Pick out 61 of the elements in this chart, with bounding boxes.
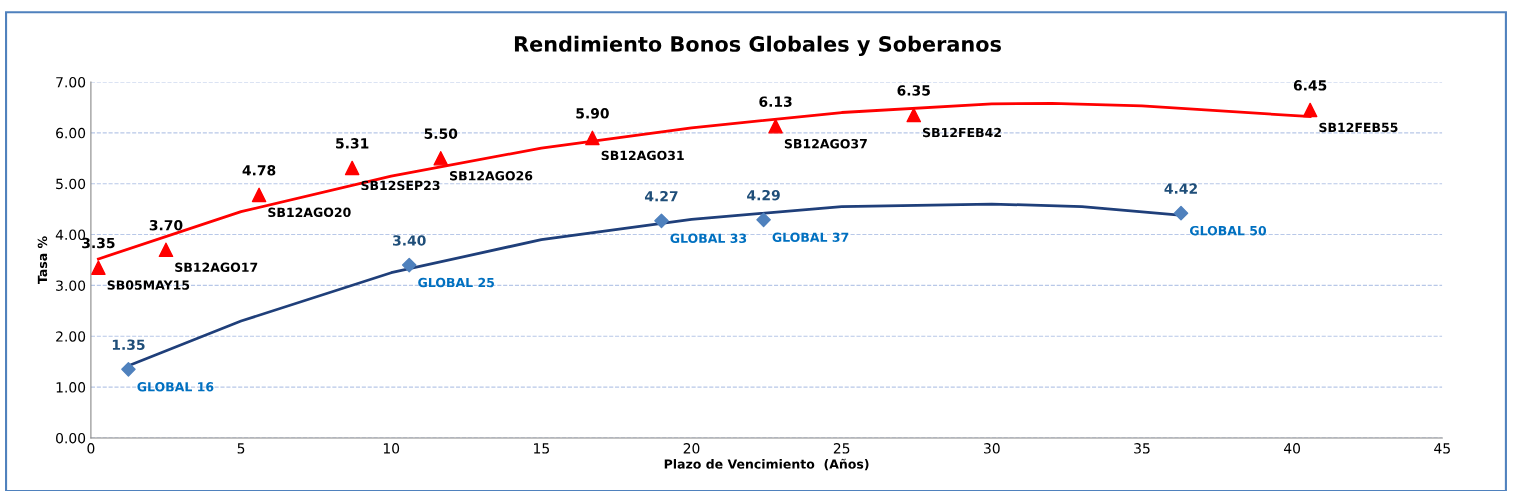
data-label: 6.35 [897,85,930,96]
x-tick-label: 15 [534,443,549,454]
chart-title: Rendimiento Bonos Globales y Soberanos [514,35,1001,57]
annotation: SB12AGO20 [268,207,351,218]
annotation: SB12AGO17 [175,262,258,272]
data-label: 4.29 [747,189,780,201]
x-tick-label: 45 [1434,443,1450,454]
x-tick-label: 25 [833,443,850,454]
data-label: 5.31 [336,138,369,149]
annotation: SB12SEP23 [361,180,440,191]
y-axis-title: Tasa % [37,236,48,284]
x-tick-label: 35 [1134,443,1150,454]
point [251,187,267,203]
data-label: 3.40 [393,235,426,246]
point [91,260,106,275]
y-tick-label: 1.00 [56,382,86,393]
x-tick-label: 30 [984,443,1000,454]
data-label: 4.27 [644,190,678,202]
point [756,212,771,228]
data-label: 6.45 [1293,80,1327,91]
annotation: SB05MAY15 [107,280,190,290]
point [121,362,136,377]
point [1302,102,1318,118]
point [158,242,174,258]
annotation: SB12AGO26 [449,171,533,181]
data-label: 3.70 [149,219,183,231]
annotation: GLOBAL 50 [1189,225,1267,236]
data-label: 5.50 [424,128,458,139]
x-tick-label: 40 [1283,443,1301,454]
point [768,118,783,134]
data-label: 4.78 [242,165,276,176]
annotation: SB12AGO31 [601,150,684,161]
x-axis-title: Plazo de Vencimiento (Años) [664,458,869,471]
annotation: GLOBAL 16 [137,382,214,392]
point [401,257,417,273]
annotation: GLOBAL 37 [772,232,849,242]
point [344,160,360,176]
data-label: 1.35 [112,339,145,350]
data-label: 5.90 [576,108,609,119]
y-tick-label: 3.00 [56,280,86,291]
x-tick-label: 5 [237,443,245,454]
data-label: 4.42 [1164,183,1197,194]
y-tick-label: 5.00 [56,178,86,190]
point [433,150,449,166]
annotation: SB12AGO37 [784,138,867,149]
point [1173,205,1189,221]
annotation: GLOBAL 25 [418,277,494,288]
x-tick-label: 0 [87,443,95,454]
point [585,130,600,146]
annotation: GLOBAL 33 [670,233,747,243]
point [906,107,922,123]
y-tick-label: 6.00 [56,127,86,139]
data-label: 6.13 [759,96,792,107]
x-tick-label: 10 [383,443,400,454]
y-tick-label: 7.00 [56,76,86,88]
annotation: SB12FEB55 [1319,122,1398,133]
y-tick-label: 2.00 [56,331,86,342]
y-tick-label: 0.00 [56,432,86,444]
point [654,213,669,229]
annotation: SB12FEB42 [922,127,1001,138]
x-tick-label: 20 [683,443,700,454]
